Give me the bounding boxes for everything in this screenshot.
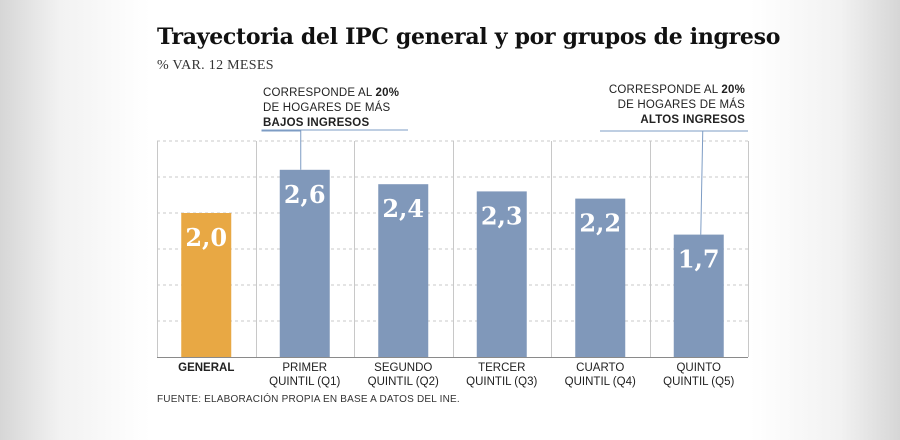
data-label: 2,3 [481,201,523,230]
data-label: 1,7 [678,245,720,274]
category-label: CUARTO [576,362,624,374]
category-label: QUINTIL (Q2) [368,376,439,388]
category-label: QUINTIL (Q4) [565,376,636,388]
category-label: TERCER [478,362,525,374]
category-label: PRIMER [282,362,327,374]
bar [476,191,527,357]
callout-low-income: CORRESPONDE AL 20% DE HOGARES DE MÁS BAJ… [263,86,399,131]
callout-high-line2: DE HOGARES DE MÁS [617,99,745,111]
bar [279,169,330,357]
bar [575,198,626,357]
category-label: SEGUNDO [374,362,432,374]
callout-high-line3: ALTOS INGRESOS [640,114,745,126]
callout-low-pct: 20% [375,87,400,99]
category-label: QUINTO [676,362,721,374]
callout-low-line3: BAJOS INGRESOS [263,117,370,129]
bar [378,184,429,357]
callout-leader-low [261,129,408,170]
data-label: 2,2 [579,209,621,238]
callout-low-prefix: CORRESPONDE AL [263,87,376,99]
callout-high-income: CORRESPONDE AL 20% DE HOGARES DE MÁS ALT… [592,83,745,128]
callout-leader-high [600,130,748,235]
callout-low-line2: DE HOGARES DE MÁS [263,102,391,114]
data-label: 2,4 [382,194,424,223]
source-note: FUENTE: ELABORACIÓN PROPIA EN BASE A DAT… [157,394,460,405]
data-label: 2,6 [284,180,326,209]
category-label: QUINTIL (Q3) [466,376,537,388]
callout-high-pct: 20% [721,84,745,96]
data-label: 2,0 [185,223,227,252]
chart-subtitle: % VAR. 12 MESES [157,58,274,73]
bar [673,234,724,357]
chart-title: Trayectoria del IPC general y por grupos… [157,24,781,50]
callout-high-prefix: CORRESPONDE AL [608,84,722,96]
category-label: QUINTIL (Q1) [269,376,340,388]
category-label: QUINTIL (Q5) [663,376,734,388]
category-label: GENERAL [178,362,234,374]
bar [181,213,232,357]
